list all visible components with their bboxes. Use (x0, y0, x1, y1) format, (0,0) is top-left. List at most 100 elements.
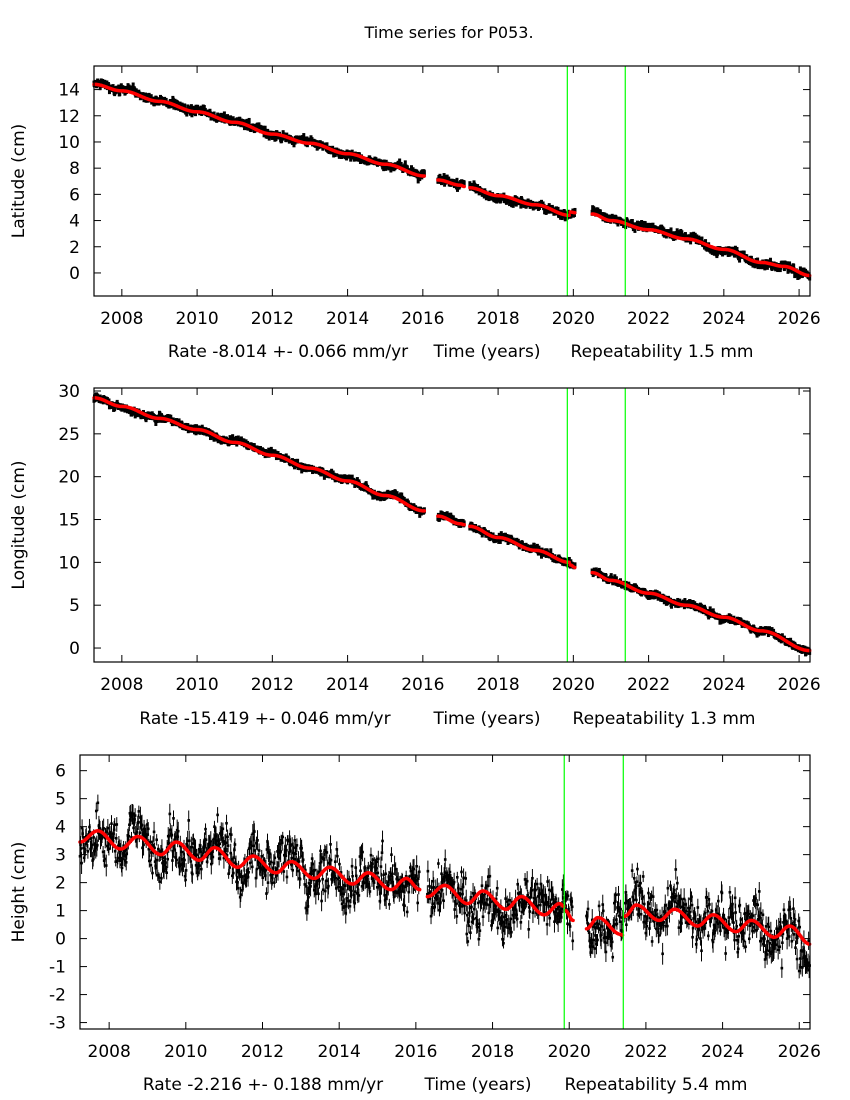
data-point (176, 821, 180, 841)
data-point (172, 810, 175, 827)
data-point (357, 888, 361, 903)
data-point (151, 836, 155, 858)
data-point (436, 895, 440, 912)
data-point (184, 872, 187, 887)
data-point (264, 870, 267, 881)
data-point (794, 940, 797, 955)
data-point (525, 871, 529, 892)
data-point (300, 839, 303, 857)
data-point (294, 846, 298, 862)
data-point (573, 207, 577, 214)
data-point (617, 885, 620, 904)
data-point (379, 856, 383, 877)
x-tick-label: 2016 (401, 309, 444, 329)
data-point (430, 897, 434, 917)
data-point (273, 877, 276, 888)
data-point (495, 880, 499, 897)
data-point (639, 874, 642, 892)
data-point (781, 935, 784, 950)
data-point (677, 919, 681, 936)
data-point (184, 863, 188, 878)
data-point (795, 931, 798, 945)
data-point (688, 904, 692, 920)
x-tick-label: 2014 (318, 1042, 361, 1062)
data-point (115, 853, 119, 869)
data-point (335, 841, 339, 858)
data-point (536, 886, 540, 907)
data-point (319, 852, 323, 872)
data-point (472, 903, 476, 916)
data-point (96, 839, 99, 851)
data-point (224, 833, 228, 853)
data-point (412, 858, 416, 880)
data-point (506, 538, 510, 545)
data-point (765, 941, 768, 960)
data-point (416, 871, 420, 887)
data-point (255, 836, 258, 850)
data-point (674, 859, 678, 880)
x-tick-label: 2020 (548, 1042, 591, 1062)
data-point (641, 221, 645, 228)
data-point (700, 236, 704, 243)
data-point (524, 877, 528, 890)
data-point (463, 904, 466, 922)
data-point (118, 853, 122, 869)
data-point (569, 893, 572, 906)
data-point (392, 880, 395, 902)
data-point (171, 843, 175, 859)
data-point (762, 935, 766, 946)
x-tick-label: 2010 (175, 675, 218, 695)
x-axis-label: Time (years) (423, 1075, 531, 1095)
data-point (244, 439, 248, 446)
data-point (477, 932, 481, 946)
data-point (707, 931, 710, 941)
data-point (599, 931, 603, 950)
y-tick-label: 0 (69, 264, 80, 284)
data-point (443, 849, 447, 870)
data-point (83, 843, 87, 862)
data-point (562, 874, 565, 896)
data-point (398, 158, 402, 165)
data-point (805, 958, 809, 974)
y-tick-label: 6 (55, 762, 66, 782)
panel-height: Height (cm) Rate -2.216 +- 0.188 mm/yr T… (9, 754, 821, 1095)
data-point (723, 924, 727, 941)
data-point (696, 898, 700, 917)
data-point (509, 909, 513, 929)
model-fit-line (623, 903, 812, 946)
data-point (141, 837, 144, 859)
model-fit-line (468, 524, 571, 565)
data-point (766, 631, 770, 638)
data-point (550, 881, 554, 901)
data-point (422, 170, 426, 177)
data-point (218, 837, 222, 850)
data-point (335, 879, 338, 897)
data-point (407, 881, 411, 903)
data-point (747, 933, 751, 944)
data-point (481, 907, 485, 927)
x-tick-label: 2022 (627, 675, 670, 695)
data-point (570, 896, 573, 907)
data-point (382, 165, 386, 172)
data-point (269, 853, 273, 871)
data-point (293, 835, 297, 846)
data-point (277, 842, 280, 860)
data-point (795, 948, 799, 970)
data-point (683, 232, 687, 239)
data-point (301, 851, 305, 868)
data-point (321, 884, 325, 896)
data-point (236, 876, 239, 889)
data-point (776, 940, 780, 960)
data-point (271, 867, 275, 881)
data-point (306, 887, 309, 902)
data-point (250, 845, 254, 864)
data-point (155, 834, 158, 846)
data-point (204, 823, 207, 835)
data-point (561, 879, 564, 900)
data-point (693, 911, 697, 922)
data-point (398, 876, 402, 898)
data-point (801, 958, 804, 977)
y-tick-label: 10 (58, 133, 80, 153)
data-point (281, 831, 285, 842)
data-point (274, 135, 278, 142)
